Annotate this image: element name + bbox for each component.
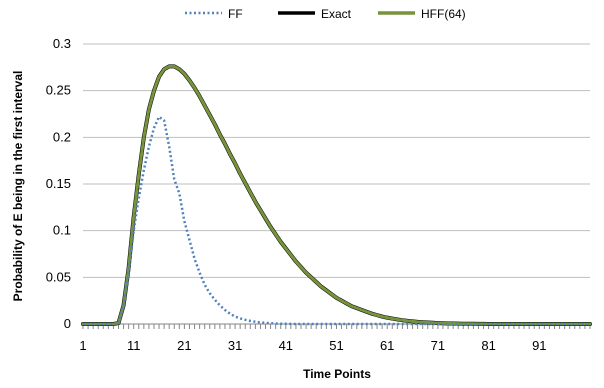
series-line-exact xyxy=(81,64,592,326)
x-tick-label: 81 xyxy=(481,338,495,353)
x-axis-title: Time Points xyxy=(303,367,371,381)
legend-label: Exact xyxy=(321,7,352,21)
series-line-hff-64 xyxy=(81,64,592,326)
x-tick-label: 21 xyxy=(177,338,191,353)
y-tick-label: 0 xyxy=(64,316,71,331)
y-axis-title: Probability of E being in the first inte… xyxy=(11,71,25,302)
y-tick-label: 0.25 xyxy=(46,83,71,98)
legend: FF Exact HFF(64) xyxy=(185,7,466,21)
y-tick-label: 0.05 xyxy=(46,269,71,284)
y-tick-label: 0.1 xyxy=(53,223,71,238)
x-tick-label: 61 xyxy=(380,338,394,353)
x-tick-label: 1 xyxy=(79,338,86,353)
gridlines xyxy=(83,43,590,278)
x-tick-label: 31 xyxy=(228,338,242,353)
legend-label: FF xyxy=(228,7,243,21)
tick-labels: 00.050.10.150.20.250.31 11 21 31 41 51 61 71 81 9… xyxy=(46,36,547,353)
y-tick-label: 0.15 xyxy=(46,176,71,191)
y-tick-label: 0.3 xyxy=(53,36,71,51)
x-tick-label: 91 xyxy=(532,338,546,353)
legend-label: HFF(64) xyxy=(421,7,466,21)
x-tick-label: 41 xyxy=(279,338,293,353)
series-layer xyxy=(81,64,592,326)
y-tick-label: 0.2 xyxy=(53,129,71,144)
x-tick-label: 71 xyxy=(431,338,445,353)
x-tick-label: 51 xyxy=(329,338,343,353)
series-line-ff xyxy=(83,115,590,326)
x-tick-label: 11 xyxy=(127,338,141,353)
